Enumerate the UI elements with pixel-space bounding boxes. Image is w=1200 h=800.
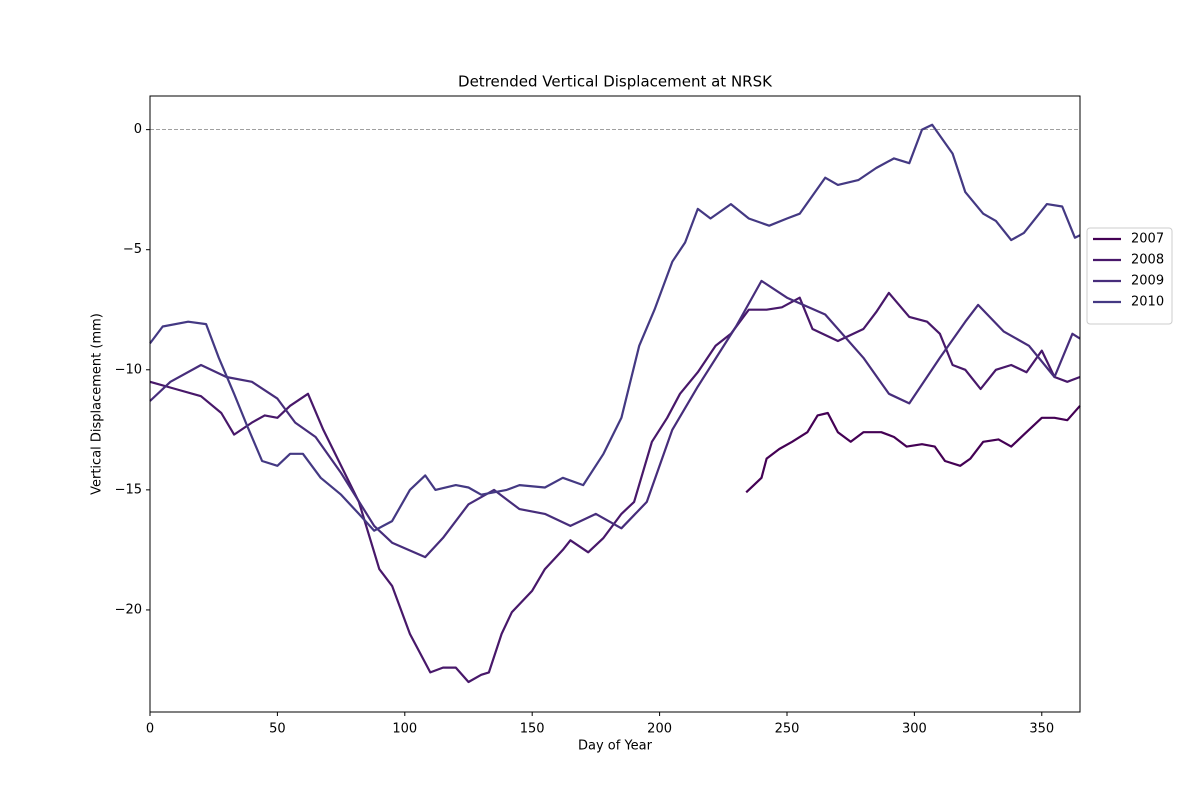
data-line <box>149 123 1081 532</box>
x-tick-label: 50 <box>269 722 286 737</box>
x-tick-label: 100 <box>392 722 417 737</box>
x-tick-label: 350 <box>1029 722 1054 737</box>
legend-box <box>1086 227 1173 325</box>
data-line <box>149 291 1081 684</box>
legend-label: 2009 <box>1131 274 1164 289</box>
data-line <box>149 279 1081 559</box>
x-tick-label: 0 <box>146 722 154 737</box>
y-tick-label: −20 <box>115 602 142 617</box>
data-line <box>745 405 1081 494</box>
y-axis-label: Vertical Displacement (mm) <box>90 313 105 495</box>
y-tick-label: −10 <box>115 362 142 377</box>
plot-frame <box>149 95 1081 713</box>
legend-label: 2008 <box>1131 253 1164 268</box>
chart-title: Detrended Vertical Displacement at NRSK <box>458 73 773 91</box>
legend-label: 2007 <box>1131 232 1164 247</box>
x-tick-label: 250 <box>775 722 800 737</box>
x-tick-label: 300 <box>902 722 927 737</box>
y-tick-label: 0 <box>134 122 142 137</box>
x-tick-label: 150 <box>520 722 545 737</box>
y-tick-label: −5 <box>123 242 142 257</box>
x-axis-label: Day of Year <box>578 739 653 754</box>
x-tick-label: 200 <box>647 722 672 737</box>
legend-label: 2010 <box>1131 295 1164 310</box>
y-tick-label: −15 <box>115 482 142 497</box>
